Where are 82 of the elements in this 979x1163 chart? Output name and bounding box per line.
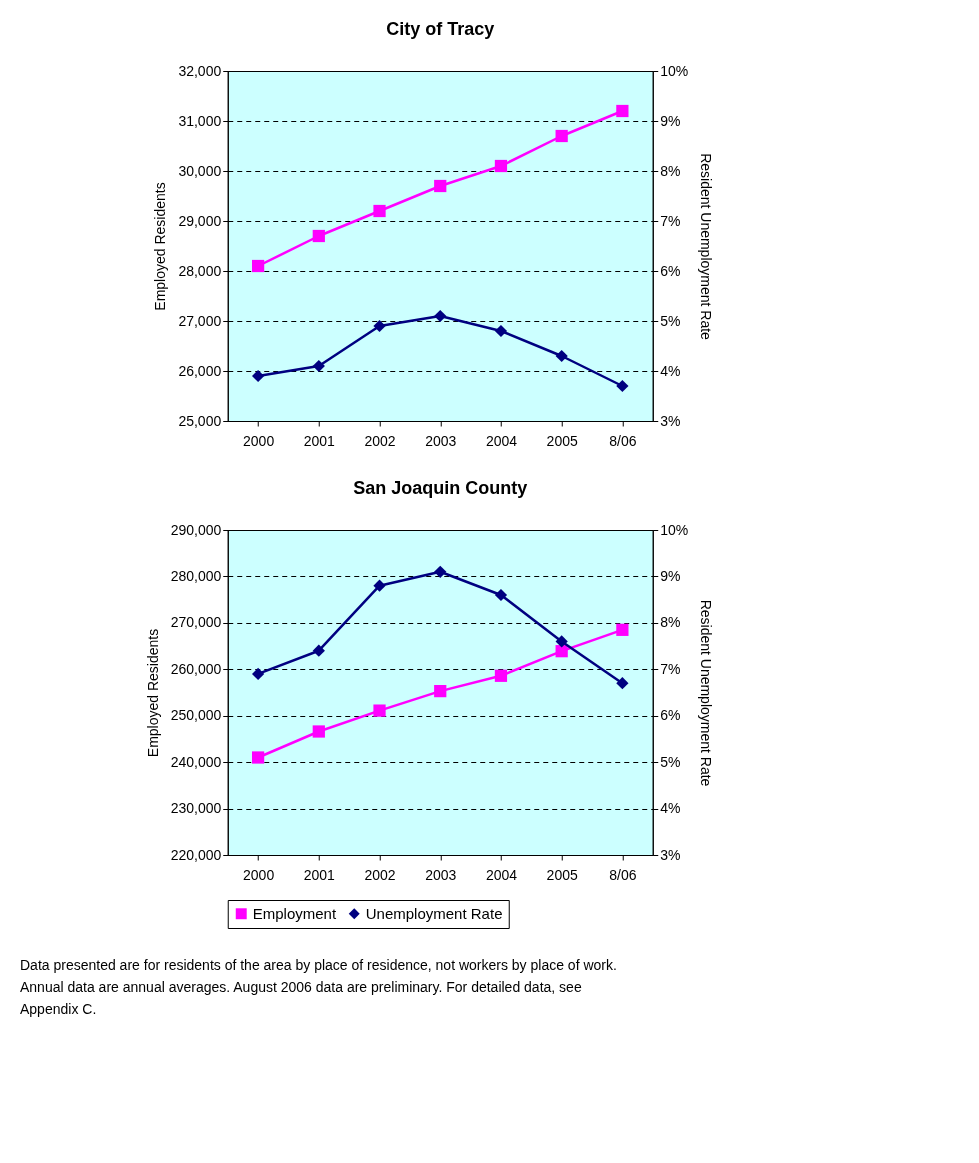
point <box>373 204 386 218</box>
y-tick-label: 31,000 <box>178 112 222 129</box>
point <box>373 704 386 717</box>
y2-tick-label: 4% <box>660 362 681 379</box>
y-tick-label: 240,000 <box>170 753 222 770</box>
x-tick-label: 2005 <box>546 432 578 449</box>
x-tick-label: 2002 <box>364 432 396 449</box>
y-tick-label: 290,000 <box>170 521 222 538</box>
y2-tick-label: 7% <box>660 660 681 677</box>
y-tick-label: 220,000 <box>170 846 222 863</box>
y2-axis-title: Resident Unemployment Rate <box>698 599 715 787</box>
x-tick-label: 2001 <box>303 432 336 449</box>
point <box>251 369 265 383</box>
x-tick-label: 8/06 <box>609 866 637 883</box>
point <box>494 669 508 682</box>
point <box>434 684 447 698</box>
y2-tick-label: 10% <box>660 521 689 538</box>
y2-tick-label: 10% <box>660 62 689 79</box>
y2-tick-label: 3% <box>660 846 681 863</box>
point <box>434 565 447 578</box>
x-tick-label: 2004 <box>485 432 518 449</box>
y2-tick-label: 8% <box>660 614 681 631</box>
y-tick-label: 270,000 <box>170 614 222 631</box>
point <box>555 635 568 648</box>
x-tick-label: 2005 <box>546 866 578 883</box>
point <box>312 644 325 657</box>
y2-tick-label: 6% <box>660 262 681 279</box>
point <box>312 229 325 243</box>
y2-tick-label: 9% <box>660 112 681 129</box>
point <box>434 179 447 193</box>
y-tick-label: 250,000 <box>170 707 222 724</box>
point <box>494 324 508 338</box>
point <box>494 159 508 173</box>
point <box>251 667 265 681</box>
x-tick-label: 2004 <box>485 866 518 883</box>
y-tick-label: 280,000 <box>170 567 222 584</box>
y-tick-label: 28,000 <box>178 262 222 279</box>
y-tick-label: 32,000 <box>178 62 222 79</box>
text: Data presented are for residents of the area by place of residence, not workers by place of work. Annual data are annual averages. August 2006 data are preliminary. For detailed data, see Appendix C. <box>20 957 617 1017</box>
point <box>251 751 265 764</box>
y2-tick-label: 4% <box>660 800 681 817</box>
y2-tick-label: 5% <box>660 312 681 329</box>
x-tick-label: 2002 <box>364 866 396 883</box>
y2-tick-label: 7% <box>660 212 681 229</box>
y-tick-label: 30,000 <box>178 162 222 179</box>
point <box>434 309 447 323</box>
legend-label: Unemployment Rate <box>365 904 503 922</box>
y2-tick-label: 6% <box>660 707 681 724</box>
chart-title: San Joaquin County <box>353 478 528 498</box>
y-tick-label: 27,000 <box>178 312 222 329</box>
y-axis-title: Employed Residents <box>152 182 169 311</box>
y2-tick-label: 3% <box>660 412 681 429</box>
point <box>555 349 568 363</box>
x-tick-label: 2000 <box>243 866 275 883</box>
y-tick-label: 230,000 <box>170 800 222 817</box>
y-tick-label: 26,000 <box>178 362 222 379</box>
y-tick-label: 260,000 <box>170 660 222 677</box>
x-tick-label: 2001 <box>303 866 336 883</box>
y-axis-title: Employed Residents <box>144 628 161 758</box>
x-tick-label: 2003 <box>425 866 457 883</box>
y-tick-label: 29,000 <box>178 212 222 229</box>
point <box>494 588 508 602</box>
legend-label: Employment <box>252 904 337 922</box>
point <box>251 259 265 273</box>
x-tick-label: 2003 <box>425 432 457 449</box>
chart-title: City of Tracy <box>386 19 495 39</box>
point <box>616 623 629 636</box>
point <box>312 725 325 738</box>
point <box>616 104 629 118</box>
y2-tick-label: 8% <box>660 162 681 179</box>
point <box>373 579 386 592</box>
x-tick-label: 8/06 <box>609 432 637 449</box>
y-tick-label: 25,000 <box>178 412 222 429</box>
x-tick-label: 2000 <box>243 432 275 449</box>
y2-tick-label: 5% <box>660 753 681 770</box>
y2-tick-label: 9% <box>660 567 681 584</box>
point <box>616 379 629 393</box>
point <box>373 319 386 333</box>
point <box>555 129 568 143</box>
point <box>312 359 325 373</box>
point <box>616 677 629 690</box>
y2-axis-title: Resident Unemployment Rate <box>698 153 715 341</box>
